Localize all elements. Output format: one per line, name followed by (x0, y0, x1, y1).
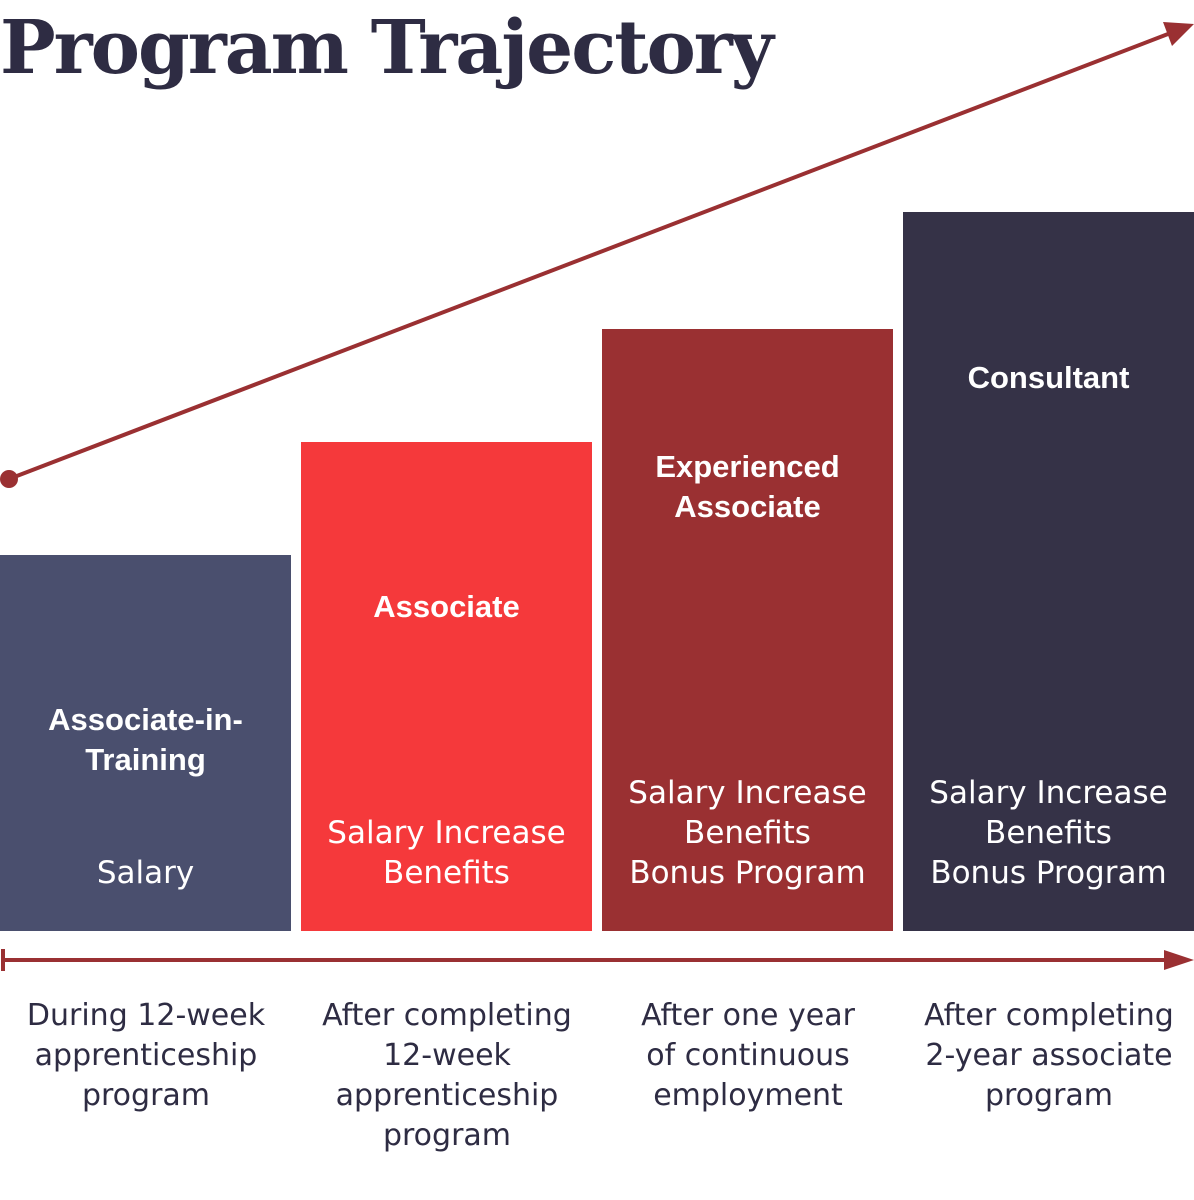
stage-caption-line: apprenticeship (34, 1038, 258, 1073)
stage-benefits: Salary (0, 853, 291, 893)
stage-title: Consultant (909, 358, 1188, 398)
stage-caption-3: After one year of continuous employment (602, 996, 894, 1116)
stage-benefit-item: Salary Increase (327, 815, 566, 851)
trajectory-arrow-line (8, 32, 1169, 481)
stage-title-line: Associate (674, 489, 821, 524)
stage-bar-3: Experienced Associate Salary Increase Benef… (602, 329, 893, 931)
stage-caption-line: of continuous (646, 1038, 850, 1073)
stage-benefit-item: Salary Increase (628, 775, 867, 811)
stage-bar-1: Associate-in- Training Salary (0, 555, 291, 931)
stage-caption-line: 12-week (383, 1038, 511, 1073)
stage-title-line: Training (85, 742, 206, 777)
stage-caption-1: During 12-week apprenticeship program (0, 996, 292, 1116)
stage-caption-line: After one year (641, 998, 855, 1033)
page-title: Program Trajectory (0, 5, 774, 91)
stage-benefits: Salary Increase Benefits Bonus Program (903, 773, 1194, 893)
stage-caption-line: program (984, 1078, 1114, 1113)
stage-benefit-item: Benefits (684, 815, 811, 851)
timeline-arrowhead-icon (1164, 950, 1194, 970)
stage-caption-line: 2-year associate (925, 1038, 1173, 1073)
stage-caption-line: program (81, 1078, 211, 1113)
stage-benefits: Salary Increase Benefits Bonus Program (602, 773, 893, 893)
stage-caption-line: During 12-week (26, 998, 266, 1033)
stage-benefit-item: Salary Increase (929, 775, 1168, 811)
trajectory-arrowhead-icon (1163, 22, 1194, 46)
stage-caption-line: After completing (322, 998, 572, 1033)
stage-benefit-item: Benefits (985, 815, 1112, 851)
stage-benefit-item: Bonus Program (629, 855, 866, 891)
stage-title-line: Experienced (655, 449, 840, 484)
stage-bar-2: Associate Salary Increase Benefits (301, 442, 592, 931)
stage-caption-2: After completing 12-week apprenticeship pro… (301, 996, 593, 1156)
stage-caption-line: apprenticeship (335, 1078, 559, 1113)
stage-caption-line: employment (653, 1078, 843, 1113)
stage-caption-line: After completing (924, 998, 1174, 1033)
stage-title-line: Consultant (967, 360, 1130, 395)
trajectory-start-dot (0, 470, 18, 488)
stage-title-line: Associate-in- (48, 702, 243, 737)
stage-title: Associate (307, 587, 586, 627)
stage-title: Associate-in- Training (6, 700, 285, 780)
stage-benefit-item: Bonus Program (930, 855, 1167, 891)
stage-bar-4: Consultant Salary Increase Benefits Bonus P… (903, 212, 1194, 931)
stage-benefit-item: Benefits (383, 855, 510, 891)
stage-title: Experienced Associate (608, 447, 887, 527)
stage-benefits: Salary Increase Benefits (301, 813, 592, 893)
stage-title-line: Associate (373, 589, 520, 624)
stage-caption-line: program (382, 1118, 512, 1153)
stage-benefit-item: Salary (96, 855, 195, 891)
stage-caption-4: After completing 2-year associate program (903, 996, 1194, 1116)
